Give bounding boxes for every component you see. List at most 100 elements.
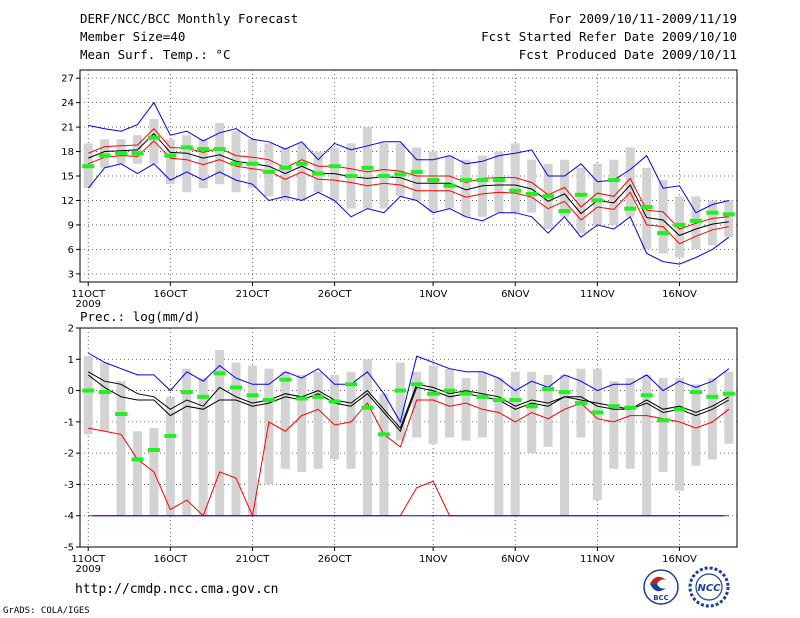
prec-observed-mark: [624, 405, 637, 410]
temp-observed-mark: [492, 178, 505, 183]
grads-credit: GrADS: COLA/IGES: [3, 606, 90, 616]
prec-line-mean: [87, 374, 730, 433]
temp-spread-box: [428, 151, 438, 213]
prec-observed-mark: [394, 388, 407, 393]
prec-spread-box: [215, 349, 225, 516]
temp-spread-box: [412, 147, 422, 201]
prec-spread-box: [560, 374, 570, 516]
temp-observed-mark: [410, 169, 423, 174]
prec-ytick-label: 2: [68, 324, 74, 335]
member-size: Member Size=40: [80, 29, 186, 44]
temp-observed-mark: [706, 210, 719, 215]
temp-spread-box: [395, 143, 405, 197]
prec-spread-box: [428, 365, 438, 444]
temp-observed-mark: [525, 191, 538, 196]
temp-ytick-label: 9: [68, 220, 74, 231]
temp-observed-mark: [213, 147, 226, 152]
prec-observed-mark: [689, 390, 702, 395]
temp-observed-mark: [361, 165, 374, 170]
temp-observed-mark: [246, 161, 259, 166]
prec-ytick-label: -5: [64, 543, 74, 554]
temp-ytick-label: 27: [61, 74, 74, 85]
temp-spread-box: [707, 200, 717, 246]
prec-observed-mark: [410, 382, 423, 387]
prec-spread-box: [362, 359, 372, 516]
temp-observed-mark: [115, 151, 128, 156]
temp-xtick-label: 16NOV: [662, 289, 697, 300]
prec-spread-box: [330, 374, 340, 460]
precip-label: Prec.: log(mm/d): [80, 309, 201, 324]
temp-observed-mark: [312, 171, 325, 176]
temp-observed-mark: [459, 178, 472, 183]
temp-observed-mark: [131, 151, 144, 156]
temp-ytick-label: 6: [68, 245, 74, 256]
temp-spread-box: [609, 159, 619, 225]
temp-year-label: 2009: [75, 299, 100, 310]
prec-spread-box: [412, 371, 422, 438]
temp-line-min: [87, 163, 730, 265]
prec-ytick-label: -1: [64, 417, 74, 428]
prec-spread-box: [182, 368, 192, 516]
temp-spread-box: [576, 167, 586, 234]
prec-spread-box: [642, 374, 652, 516]
source-url[interactable]: http://cmdp.ncc.cma.gov.cn: [75, 582, 279, 597]
prec-spread-box: [231, 362, 241, 516]
temp-spread-box: [461, 159, 471, 217]
prec-spread-box: [658, 378, 668, 472]
temp-observed-mark: [147, 135, 160, 140]
prec-observed-mark: [147, 448, 160, 453]
temp-observed-mark: [689, 218, 702, 223]
prec-observed-mark: [115, 412, 128, 417]
prec-observed-mark: [509, 397, 522, 402]
temp-spread-box: [675, 196, 685, 258]
prec-observed-mark: [706, 394, 719, 399]
prec-observed-mark: [591, 410, 604, 415]
prec-observed-mark: [197, 394, 210, 399]
temp-observed-mark: [640, 204, 653, 209]
prec-observed-mark: [312, 394, 325, 399]
prec-observed-mark: [82, 388, 95, 393]
temp-spread-box: [625, 147, 635, 217]
temp-observed-mark: [427, 178, 440, 183]
temp-observed-mark: [443, 183, 456, 188]
temp-observed-mark: [262, 169, 275, 174]
temp-spread-box: [215, 123, 225, 185]
prec-observed-mark: [492, 397, 505, 402]
prec-spread-box: [494, 378, 504, 516]
prec-spread-box: [313, 371, 323, 469]
temp-spread-box: [592, 163, 602, 225]
prec-observed-mark: [361, 405, 374, 410]
prec-line-lower: [88, 399, 730, 518]
prec-spread-box: [264, 368, 274, 485]
prec-observed-mark: [640, 393, 653, 398]
prec-xtick-label: 16OCT: [153, 554, 188, 565]
prec-observed-mark: [328, 399, 341, 404]
temp-spread-box: [198, 139, 208, 189]
temp-ytick-label: 18: [61, 147, 74, 158]
temp-spread-box: [182, 135, 192, 193]
prec-observed-mark: [459, 391, 472, 396]
temp-spread-box: [100, 139, 110, 168]
temp-xtick-label: 6NOV: [501, 289, 530, 300]
prec-observed-mark: [542, 387, 555, 392]
prec-observed-mark: [180, 390, 193, 395]
temp-line-max: [88, 101, 729, 214]
prec-spread-box: [543, 374, 553, 447]
temp-observed-mark: [345, 174, 358, 178]
temp-xtick-label: 21OCT: [236, 289, 271, 300]
temp-spread-box: [494, 151, 504, 213]
prec-year-label: 2009: [75, 564, 100, 575]
prec-spread-box: [707, 378, 717, 460]
prec-ytick-label: -4: [64, 511, 74, 522]
prec-ytick-label: 1: [68, 355, 74, 366]
prec-spread-box: [510, 371, 520, 516]
temp-observed-mark: [328, 164, 341, 169]
temp-spread-box: [560, 159, 570, 217]
temp-ytick-label: 24: [61, 98, 74, 109]
prec-line-max: [87, 352, 730, 424]
temp-spread-box: [445, 155, 455, 209]
prec-spread-box: [116, 381, 126, 516]
prec-xtick-label: 11OCT: [71, 554, 106, 565]
prec-spread-box: [346, 371, 356, 469]
temp-observed-mark: [230, 161, 243, 166]
